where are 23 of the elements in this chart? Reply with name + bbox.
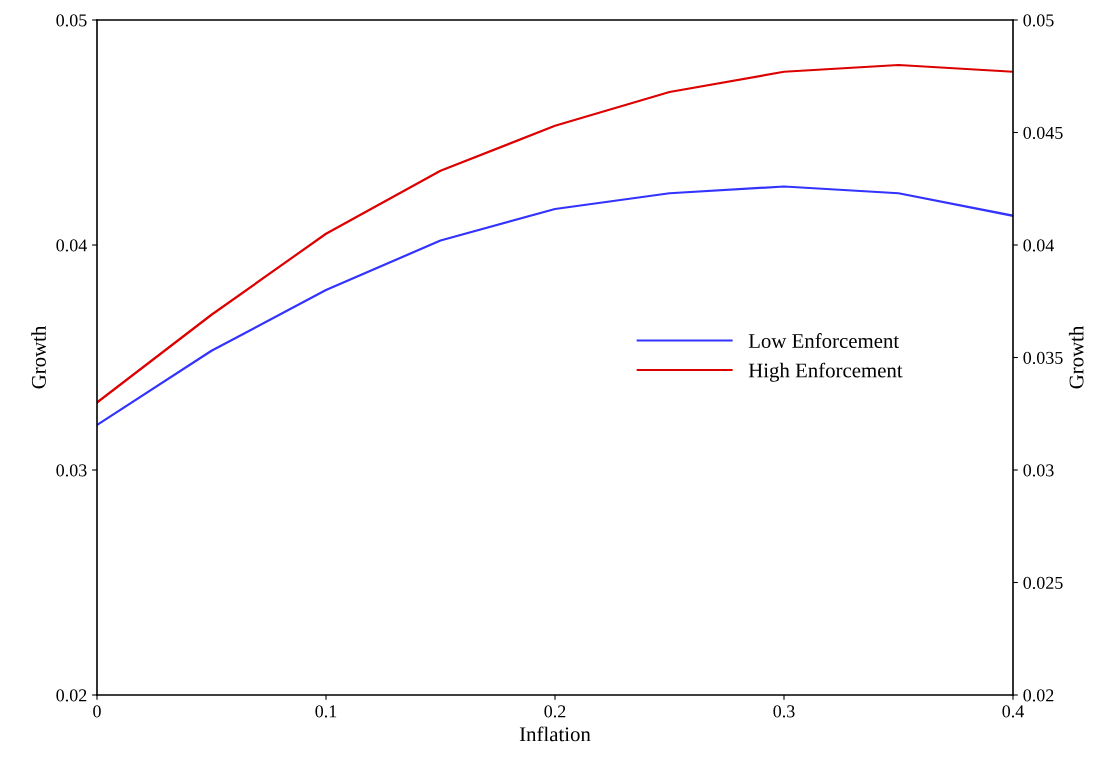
y2-tick-label: 0.03 bbox=[1023, 464, 1054, 477]
y-tick-label: 0.04 bbox=[56, 239, 87, 252]
y-axis-title: Growth bbox=[31, 325, 46, 389]
x-tick-label: 0.1 bbox=[315, 705, 337, 718]
x-tick-label: 0.2 bbox=[544, 705, 566, 718]
y2-tick-label: 0.04 bbox=[1023, 239, 1055, 252]
x-tick-label: 0.3 bbox=[773, 705, 795, 718]
x-tick-label: 0 bbox=[93, 705, 101, 718]
y2-tick-label: 0.05 bbox=[1023, 14, 1054, 27]
legend-label: High Enforcement bbox=[748, 362, 903, 382]
legend-label: Low Enforcement bbox=[748, 333, 900, 348]
y2-tick-label: 0.02 bbox=[1023, 689, 1054, 702]
x-tick-label: 0.4 bbox=[1002, 705, 1024, 718]
y-tick-label: 0.05 bbox=[56, 14, 87, 27]
y2-tick-label: 0.025 bbox=[1023, 576, 1063, 590]
y2-axis-title: Growth bbox=[1068, 325, 1084, 389]
y2-tick-label: 0.035 bbox=[1023, 351, 1063, 365]
y-tick-label: 0.03 bbox=[56, 464, 87, 477]
x-axis-title: Inflation bbox=[519, 726, 591, 742]
y2-tick-label: 0.045 bbox=[1023, 126, 1063, 140]
line-series bbox=[97, 63, 1013, 404]
y-tick-label: 0.02 bbox=[56, 689, 87, 702]
line-series bbox=[97, 185, 1013, 427]
